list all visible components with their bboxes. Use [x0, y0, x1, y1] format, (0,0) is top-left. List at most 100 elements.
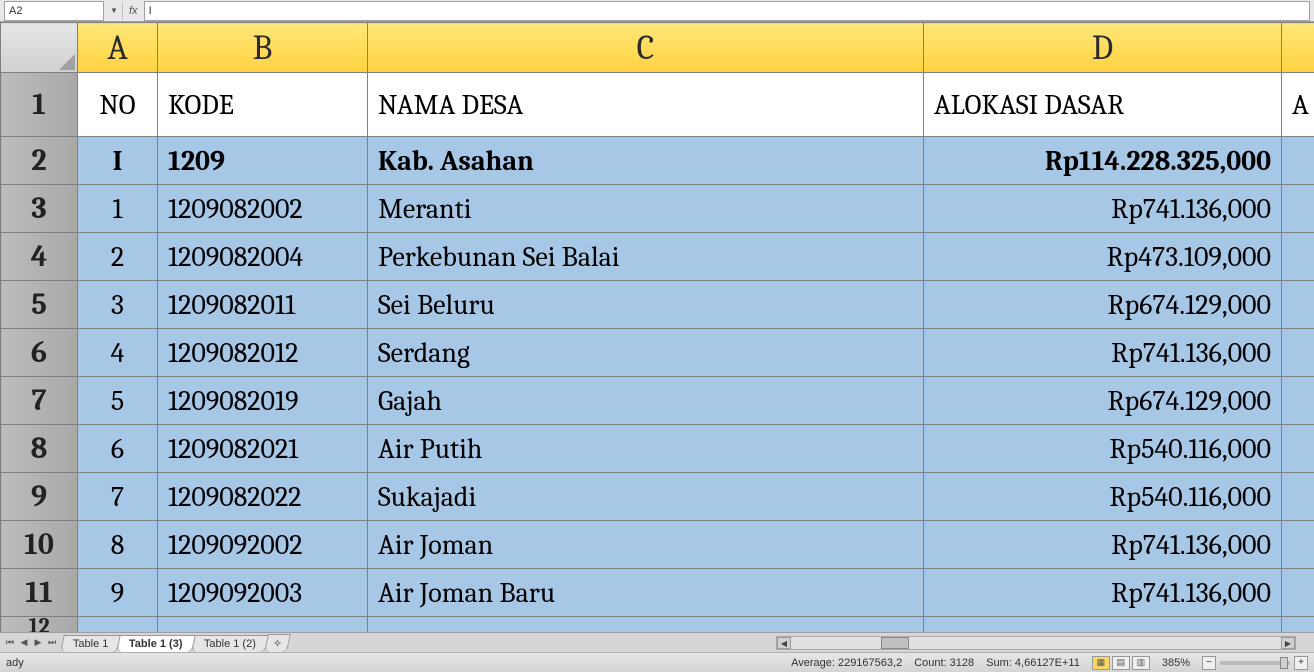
- row-header-11[interactable]: 11: [1, 569, 78, 617]
- cell-D7[interactable]: Rp674.129,000: [924, 377, 1282, 425]
- row-header-9[interactable]: 9: [1, 473, 78, 521]
- cell-C11[interactable]: Air Joman Baru: [368, 569, 924, 617]
- horizontal-scrollbar[interactable]: ◀ ▶: [776, 636, 1296, 650]
- sheet-tab-table-1-3[interactable]: Table 1 (3): [117, 635, 196, 652]
- cell-C8[interactable]: Air Putih: [368, 425, 924, 473]
- cell-D10[interactable]: Rp741.136,000: [924, 521, 1282, 569]
- cell-D2[interactable]: Rp114.228.325,000: [924, 137, 1282, 185]
- cell-D3[interactable]: Rp741.136,000: [924, 185, 1282, 233]
- cell-C1[interactable]: NAMA DESA: [368, 73, 924, 137]
- cell-A2[interactable]: I: [78, 137, 158, 185]
- formula-input[interactable]: I: [144, 1, 1310, 21]
- row-header-3[interactable]: 3: [1, 185, 78, 233]
- tab-nav-next-icon[interactable]: ▶: [32, 637, 44, 649]
- row-header-7[interactable]: 7: [1, 377, 78, 425]
- cell-A7[interactable]: 5: [78, 377, 158, 425]
- cell-B8[interactable]: 1209082021: [158, 425, 368, 473]
- tab-nav-last-icon[interactable]: ⏭: [46, 637, 58, 649]
- fx-icon[interactable]: fx: [129, 5, 138, 17]
- hscroll-left-icon[interactable]: ◀: [777, 637, 791, 649]
- zoom-slider-thumb[interactable]: [1280, 657, 1288, 669]
- row-header-12[interactable]: 12: [1, 617, 78, 633]
- cell-E2-partial[interactable]: [1282, 137, 1314, 185]
- cell-A10[interactable]: 8: [78, 521, 158, 569]
- cell-C5[interactable]: Sei Beluru: [368, 281, 924, 329]
- cell-A11[interactable]: 9: [78, 569, 158, 617]
- cell-E4-partial[interactable]: [1282, 233, 1314, 281]
- cell-D11[interactable]: Rp741.136,000: [924, 569, 1282, 617]
- row-header-4[interactable]: 4: [1, 233, 78, 281]
- col-header-next-partial[interactable]: [1282, 23, 1314, 73]
- sheet-tab-table-1-2[interactable]: Table 1 (2): [191, 635, 269, 652]
- cell-E6-partial[interactable]: [1282, 329, 1314, 377]
- row-header-1[interactable]: 1: [1, 73, 78, 137]
- cell-D6[interactable]: Rp741.136,000: [924, 329, 1282, 377]
- cell-B1[interactable]: KODE: [158, 73, 368, 137]
- cell-C7[interactable]: Gajah: [368, 377, 924, 425]
- cell-D4[interactable]: Rp473.109,000: [924, 233, 1282, 281]
- hscroll-track-inner[interactable]: [791, 637, 1281, 649]
- cell-C9[interactable]: Sukajadi: [368, 473, 924, 521]
- cell-E10-partial[interactable]: [1282, 521, 1314, 569]
- cell-D12[interactable]: [924, 617, 1282, 633]
- row-header-5[interactable]: 5: [1, 281, 78, 329]
- cell-A12[interactable]: [78, 617, 158, 633]
- cell-B11[interactable]: 1209092003: [158, 569, 368, 617]
- cell-C2[interactable]: Kab. Asahan: [368, 137, 924, 185]
- hscroll-thumb[interactable]: [881, 637, 909, 649]
- cell-C4[interactable]: Perkebunan Sei Balai: [368, 233, 924, 281]
- tab-nav-prev-icon[interactable]: ◀: [18, 637, 30, 649]
- cell-E8-partial[interactable]: [1282, 425, 1314, 473]
- cell-C10[interactable]: Air Joman: [368, 521, 924, 569]
- view-normal-icon[interactable]: ▦: [1092, 656, 1110, 670]
- cell-E1-partial[interactable]: A: [1282, 73, 1314, 137]
- col-header-B[interactable]: B: [158, 23, 368, 73]
- cell-C6[interactable]: Serdang: [368, 329, 924, 377]
- cell-A8[interactable]: 6: [78, 425, 158, 473]
- cell-C3[interactable]: Meranti: [368, 185, 924, 233]
- zoom-in-button[interactable]: +: [1294, 656, 1308, 670]
- cell-B2[interactable]: 1209: [158, 137, 368, 185]
- view-page-break-icon[interactable]: ▥: [1132, 656, 1150, 670]
- view-page-layout-icon[interactable]: ▤: [1112, 656, 1130, 670]
- zoom-out-button[interactable]: −: [1202, 656, 1216, 670]
- cell-A1[interactable]: NO: [78, 73, 158, 137]
- cell-A6[interactable]: 4: [78, 329, 158, 377]
- col-header-C[interactable]: C: [368, 23, 924, 73]
- cell-A9[interactable]: 7: [78, 473, 158, 521]
- cell-E11-partial[interactable]: [1282, 569, 1314, 617]
- cell-B3[interactable]: 1209082002: [158, 185, 368, 233]
- spreadsheet-grid[interactable]: A B C D 1 NO KODE NAMA DESA ALOKASI DASA…: [0, 22, 1314, 632]
- row-header-10[interactable]: 10: [1, 521, 78, 569]
- cell-E12-partial[interactable]: [1282, 617, 1314, 633]
- tab-nav-first-icon[interactable]: ⏮: [4, 637, 16, 649]
- zoom-slider[interactable]: [1220, 661, 1290, 665]
- cell-B4[interactable]: 1209082004: [158, 233, 368, 281]
- cell-B5[interactable]: 1209082011: [158, 281, 368, 329]
- cell-A4[interactable]: 2: [78, 233, 158, 281]
- cell-D5[interactable]: Rp674.129,000: [924, 281, 1282, 329]
- cell-D9[interactable]: Rp540.116,000: [924, 473, 1282, 521]
- cell-B6[interactable]: 1209082012: [158, 329, 368, 377]
- cell-E5-partial[interactable]: [1282, 281, 1314, 329]
- cell-A3[interactable]: 1: [78, 185, 158, 233]
- cell-B9[interactable]: 1209082022: [158, 473, 368, 521]
- row-header-8[interactable]: 8: [1, 425, 78, 473]
- hscroll-right-icon[interactable]: ▶: [1281, 637, 1295, 649]
- name-box-dropdown-icon[interactable]: ▼: [108, 1, 120, 21]
- cell-E3-partial[interactable]: [1282, 185, 1314, 233]
- cell-A5[interactable]: 3: [78, 281, 158, 329]
- cell-D1[interactable]: ALOKASI DASAR: [924, 73, 1282, 137]
- cell-D8[interactable]: Rp540.116,000: [924, 425, 1282, 473]
- sheet-tab-table-1[interactable]: Table 1: [60, 635, 121, 652]
- cell-C12[interactable]: [368, 617, 924, 633]
- col-header-A[interactable]: A: [78, 23, 158, 73]
- cell-B7[interactable]: 1209082019: [158, 377, 368, 425]
- col-header-D[interactable]: D: [924, 23, 1282, 73]
- cell-E7-partial[interactable]: [1282, 377, 1314, 425]
- cell-E9-partial[interactable]: [1282, 473, 1314, 521]
- new-sheet-tab[interactable]: ✧: [264, 634, 291, 652]
- cell-B10[interactable]: 1209092002: [158, 521, 368, 569]
- cell-B12[interactable]: [158, 617, 368, 633]
- row-header-6[interactable]: 6: [1, 329, 78, 377]
